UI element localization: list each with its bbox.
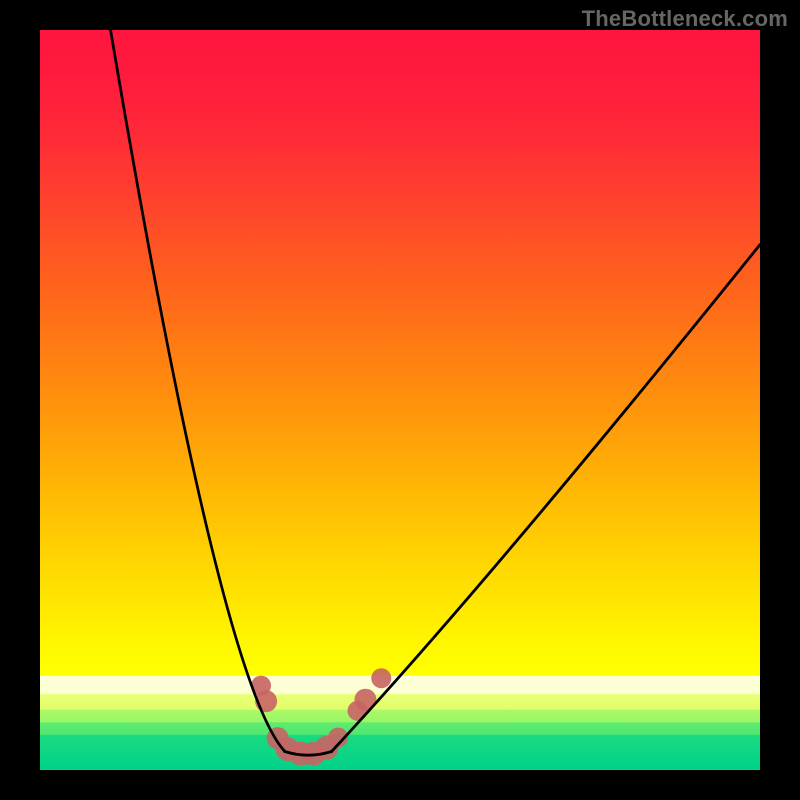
chart-container: TheBottleneck.com	[0, 0, 800, 800]
dot-marker	[371, 668, 391, 688]
chart-svg	[40, 30, 760, 770]
watermark-text: TheBottleneck.com	[582, 6, 788, 32]
gradient-background	[40, 30, 760, 770]
plot-area	[40, 30, 760, 770]
